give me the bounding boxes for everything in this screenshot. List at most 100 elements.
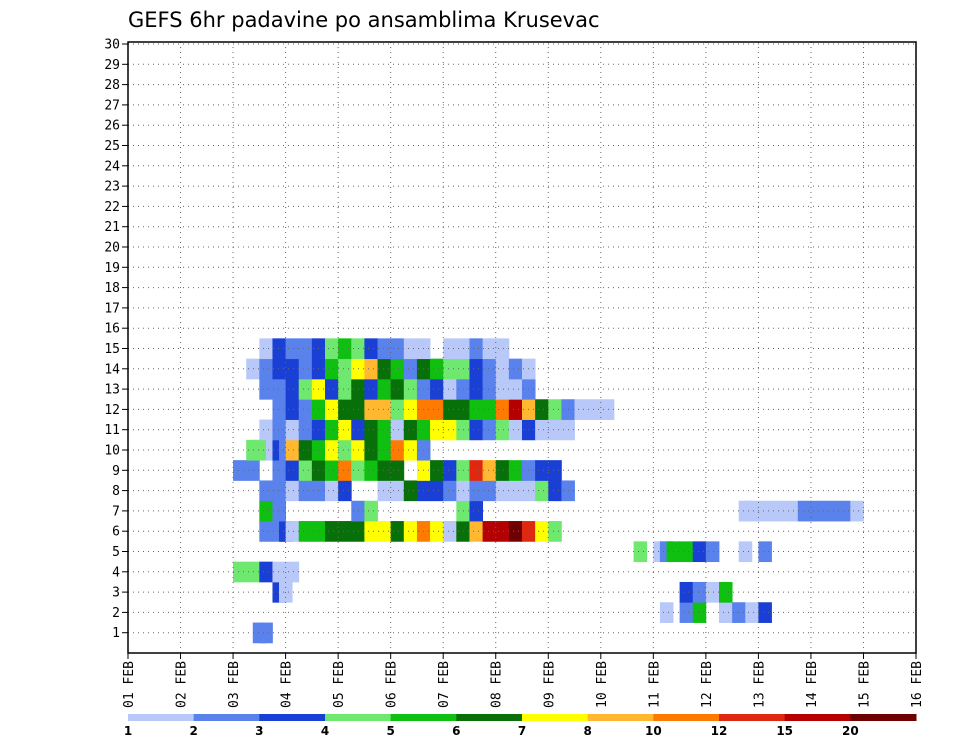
x-tick-label: 02 FEB xyxy=(175,661,190,708)
precip-cell xyxy=(377,378,392,400)
precip-cell xyxy=(469,358,483,380)
precip-cell xyxy=(403,521,418,542)
precip-cell xyxy=(705,581,720,603)
y-tick-label: 2 xyxy=(112,606,120,621)
precip-cell xyxy=(443,460,457,481)
y-tick-label: 23 xyxy=(104,180,120,195)
precip-cell xyxy=(692,541,707,563)
precip-cell xyxy=(259,480,273,502)
precip-cell xyxy=(390,460,405,481)
precip-cell xyxy=(508,399,523,420)
x-tick-label: 15 FEB xyxy=(857,661,872,708)
precip-cell xyxy=(285,521,300,542)
precip-cell xyxy=(272,460,286,481)
precip-cell xyxy=(285,338,300,360)
precip-cell xyxy=(259,521,273,542)
precip-cell xyxy=(325,358,339,380)
precip-cell xyxy=(508,358,523,380)
precip-cell xyxy=(574,399,589,420)
legend-swatch xyxy=(850,714,917,721)
precip-cell xyxy=(390,439,405,461)
legend-label: 2 xyxy=(189,724,197,738)
precip-cell xyxy=(430,419,444,441)
legend-label: 7 xyxy=(518,724,526,738)
legend-swatch xyxy=(193,714,260,721)
y-tick-label: 28 xyxy=(104,78,120,93)
x-tick-label: 09 FEB xyxy=(542,661,557,708)
y-tick-label: 10 xyxy=(104,444,120,459)
x-tick-label: 06 FEB xyxy=(385,661,400,708)
precip-cell xyxy=(272,358,286,380)
precip-cell xyxy=(259,622,273,644)
precip-cell xyxy=(364,521,378,542)
precip-cell xyxy=(508,480,523,502)
precip-cell xyxy=(469,338,483,360)
precip-cell xyxy=(797,500,812,522)
precip-cell xyxy=(259,500,273,522)
precip-cell xyxy=(298,399,313,420)
precip-cell xyxy=(390,419,405,441)
plot-frame xyxy=(127,41,917,654)
precip-cell xyxy=(430,358,444,380)
precip-cell xyxy=(600,399,615,420)
precip-cell xyxy=(298,358,313,380)
legend-swatch xyxy=(128,714,195,721)
precip-cell xyxy=(259,561,273,583)
precip-cell xyxy=(508,521,523,542)
precip-cell xyxy=(495,521,510,542)
precip-cell xyxy=(430,378,444,400)
x-tick-label: 08 FEB xyxy=(490,661,505,708)
precip-cell xyxy=(824,500,838,522)
precip-cell xyxy=(364,460,378,481)
precip-cell xyxy=(285,460,300,481)
precip-cell xyxy=(325,521,339,542)
y-tick-label: 8 xyxy=(112,484,120,499)
precip-cell xyxy=(758,541,772,563)
precip-cell xyxy=(495,399,510,420)
precip-cell xyxy=(272,561,286,583)
legend-label: 12 xyxy=(711,724,728,738)
y-tick-label: 11 xyxy=(104,423,120,438)
precip-cell xyxy=(587,399,602,420)
y-tick-label: 17 xyxy=(104,301,120,316)
y-tick-label: 4 xyxy=(112,565,120,580)
precip-cell xyxy=(482,399,497,420)
precip-cell xyxy=(364,419,378,441)
precip-cell xyxy=(495,419,510,441)
precip-cell xyxy=(443,358,457,380)
x-tick-label: 04 FEB xyxy=(280,661,295,708)
x-tick-label: 14 FEB xyxy=(805,661,820,708)
precip-cell xyxy=(705,541,720,563)
x-tick-label: 11 FEB xyxy=(647,661,662,708)
precip-cell xyxy=(443,399,457,420)
precip-cell xyxy=(692,602,707,623)
legend-label: 4 xyxy=(321,724,329,738)
precip-cell xyxy=(338,419,352,441)
precip-cell xyxy=(745,500,759,522)
x-axis-ticks: 01 FEB 02 FEB 03 FEB 04 FEB 05 FEB 06 FEB 07 F… xyxy=(122,653,925,708)
y-tick-label: 24 xyxy=(104,159,120,174)
y-tick-label: 22 xyxy=(104,200,120,215)
y-tick-label: 5 xyxy=(112,545,120,560)
precip-cell xyxy=(745,602,759,623)
x-tick-label: 05 FEB xyxy=(332,661,347,708)
legend-swatch xyxy=(259,714,326,721)
precip-cell xyxy=(338,378,352,400)
precip-cell xyxy=(390,521,405,542)
precip-cell xyxy=(403,338,418,360)
precip-cell xyxy=(403,378,418,400)
precip-cell xyxy=(469,399,483,420)
y-tick-label: 20 xyxy=(104,241,120,256)
precip-cell xyxy=(377,460,392,481)
x-tick-label: 01 FEB xyxy=(122,661,137,708)
precip-cell xyxy=(377,521,392,542)
precip-cell xyxy=(364,399,378,420)
legend-label: 10 xyxy=(645,724,662,738)
precip-cell xyxy=(535,460,549,481)
precip-cell xyxy=(377,439,392,461)
precip-cell xyxy=(338,521,352,542)
precip-cell xyxy=(535,480,549,502)
precip-cell xyxy=(259,358,273,380)
precip-cell xyxy=(259,419,273,441)
